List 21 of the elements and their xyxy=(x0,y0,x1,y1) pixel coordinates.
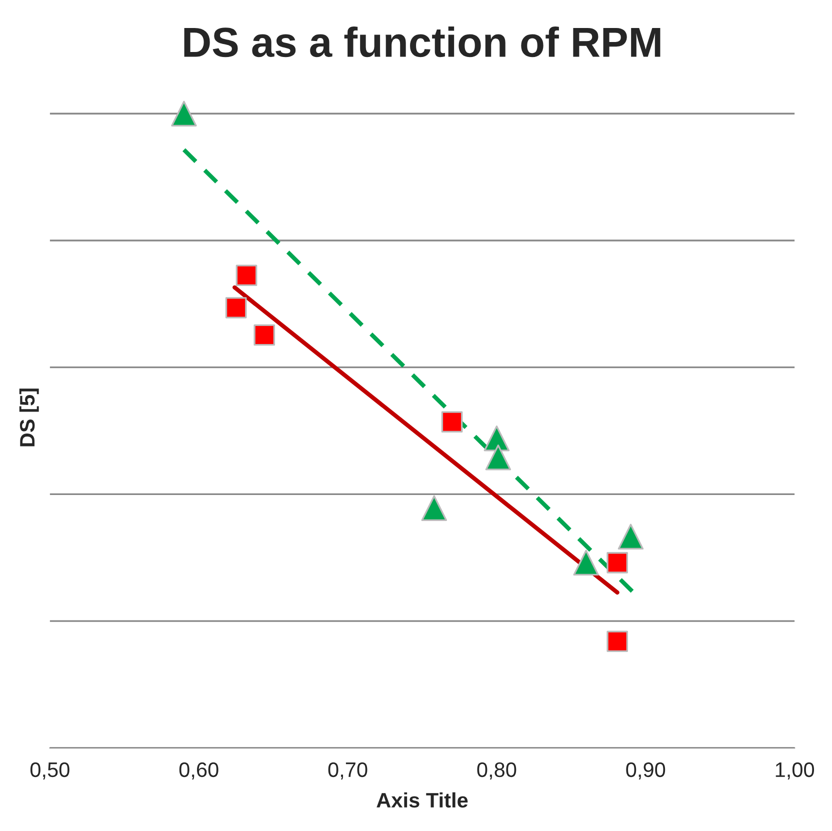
point xyxy=(606,630,628,652)
x-axis-title: Axis Title xyxy=(376,792,468,808)
point xyxy=(254,324,276,346)
point xyxy=(485,444,512,470)
point xyxy=(441,411,463,433)
point xyxy=(484,426,510,452)
x-tick-label: 0,90 xyxy=(626,762,666,780)
point xyxy=(573,550,599,576)
point xyxy=(171,100,197,127)
point xyxy=(606,552,628,574)
point xyxy=(225,297,247,318)
point xyxy=(618,524,644,550)
chart-title: DS as a function of RPM xyxy=(184,26,660,58)
x-tick-label: 0,60 xyxy=(179,762,218,780)
y-axis-title: DS [5] xyxy=(19,388,39,446)
x-tick-label: 0,50 xyxy=(30,762,70,780)
x-tick-label: 0,70 xyxy=(328,762,368,780)
x-tick-label: 0,80 xyxy=(477,762,516,780)
x-tick-label: 1,00 xyxy=(776,762,814,780)
point xyxy=(421,495,448,522)
point xyxy=(236,264,258,286)
